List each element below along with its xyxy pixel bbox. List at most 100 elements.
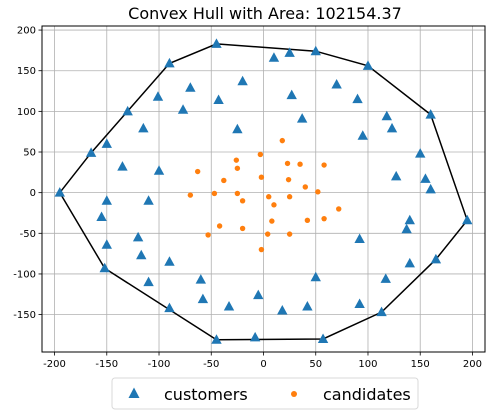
chart-title: Convex Hull with Area: 102154.37 bbox=[128, 4, 402, 23]
customers-point bbox=[354, 233, 365, 243]
candidates-point bbox=[284, 160, 291, 167]
y-tick-label: 100 bbox=[17, 107, 36, 118]
customers-point bbox=[310, 45, 321, 56]
customers-point bbox=[317, 333, 329, 343]
customers-point bbox=[54, 187, 65, 197]
x-tick-label: -100 bbox=[148, 359, 171, 370]
customers-point bbox=[132, 231, 144, 242]
candidates-point bbox=[286, 231, 293, 237]
customers-point bbox=[136, 249, 147, 260]
customers-point bbox=[195, 274, 207, 284]
customers-point bbox=[386, 122, 398, 133]
customers-point bbox=[185, 82, 196, 92]
customers-point bbox=[211, 334, 222, 344]
candidates-point bbox=[233, 157, 240, 163]
y-tick-label: -150 bbox=[13, 310, 36, 321]
customers-point bbox=[331, 79, 342, 89]
legend-customers-label: customers bbox=[164, 385, 248, 404]
customers-point bbox=[211, 38, 222, 48]
customers-point bbox=[462, 214, 473, 225]
candidates-point bbox=[304, 217, 311, 223]
customers-point bbox=[302, 300, 313, 311]
customers-point bbox=[232, 123, 243, 134]
customers-point bbox=[354, 298, 365, 309]
customers-point bbox=[197, 293, 209, 304]
customers-point bbox=[237, 75, 248, 86]
x-tick-label: 0 bbox=[260, 359, 266, 370]
y-tick-label: -100 bbox=[13, 269, 36, 280]
candidates-point bbox=[266, 194, 272, 200]
customers-point bbox=[122, 105, 133, 116]
hull-layer bbox=[59, 43, 469, 341]
customers-point bbox=[296, 113, 308, 123]
y-tick-label: -50 bbox=[20, 229, 36, 240]
candidates-point bbox=[279, 137, 286, 144]
y-tick-label: 0 bbox=[30, 188, 36, 199]
customers-point bbox=[284, 47, 295, 57]
grid bbox=[42, 26, 485, 352]
convex-hull-line bbox=[59, 43, 469, 341]
customers-point bbox=[223, 300, 235, 311]
candidates-point bbox=[239, 225, 246, 232]
candidates-point bbox=[194, 168, 201, 175]
customers-point bbox=[101, 195, 112, 205]
customers-point bbox=[101, 239, 112, 249]
customers-point bbox=[425, 183, 436, 194]
customers-point bbox=[213, 94, 224, 104]
customers-point bbox=[164, 57, 175, 68]
axes: -200 -150 -100 -50 0 50 100 150 200 -150 -100 -50 0 5… bbox=[13, 26, 482, 370]
x-tick-label: -200 bbox=[43, 359, 66, 370]
customers-point bbox=[381, 110, 392, 121]
legend-box bbox=[111, 377, 419, 410]
candidates-point bbox=[258, 174, 265, 180]
customers-point bbox=[430, 253, 442, 264]
candidates-point bbox=[269, 218, 275, 224]
candidates-point bbox=[205, 232, 211, 238]
y-tick-label: 50 bbox=[23, 148, 36, 159]
candidates-point bbox=[264, 231, 271, 237]
customers-point bbox=[376, 306, 387, 317]
x-tick-label: 150 bbox=[411, 359, 430, 370]
customers-point bbox=[352, 93, 363, 104]
candidates-point bbox=[336, 206, 342, 212]
customers-point bbox=[415, 148, 426, 158]
customers-point bbox=[153, 165, 165, 175]
customers-point bbox=[420, 173, 431, 183]
candidates-point bbox=[211, 190, 218, 197]
customers-point bbox=[357, 130, 368, 140]
candidates-point bbox=[257, 151, 264, 158]
legend-customers-marker bbox=[128, 387, 140, 398]
candidates-point bbox=[216, 223, 223, 229]
customers-point bbox=[143, 195, 154, 205]
candidates-point bbox=[286, 194, 293, 200]
y-tick-label: 150 bbox=[17, 66, 36, 77]
candidates-point bbox=[321, 215, 327, 222]
candidates-point bbox=[297, 161, 303, 167]
x-tick-label: 100 bbox=[358, 359, 377, 370]
customers-point bbox=[425, 109, 436, 119]
customers-point bbox=[101, 138, 112, 148]
candidates-point bbox=[321, 162, 327, 168]
candidates-point bbox=[234, 165, 241, 171]
x-tick-label: 200 bbox=[463, 359, 482, 370]
customers-point bbox=[96, 211, 107, 222]
customers-point bbox=[286, 89, 297, 100]
customers-point bbox=[249, 331, 261, 342]
customers-point bbox=[99, 262, 110, 273]
candidates-point bbox=[285, 176, 292, 183]
customers-point bbox=[138, 122, 149, 133]
customers-point bbox=[177, 104, 189, 114]
legend-candidates-label: candidates bbox=[323, 385, 411, 404]
customers-point bbox=[401, 223, 412, 234]
customers-point bbox=[390, 170, 402, 181]
customers-point bbox=[85, 147, 97, 157]
customers-point bbox=[362, 60, 374, 70]
legend-candidates-marker bbox=[291, 391, 297, 397]
candidates-point bbox=[315, 189, 321, 195]
x-tick-label: 50 bbox=[309, 359, 322, 370]
candidates-point bbox=[221, 177, 227, 184]
customers-point bbox=[164, 256, 175, 266]
customers-point bbox=[310, 271, 321, 282]
legend: customers candidates bbox=[111, 377, 419, 410]
